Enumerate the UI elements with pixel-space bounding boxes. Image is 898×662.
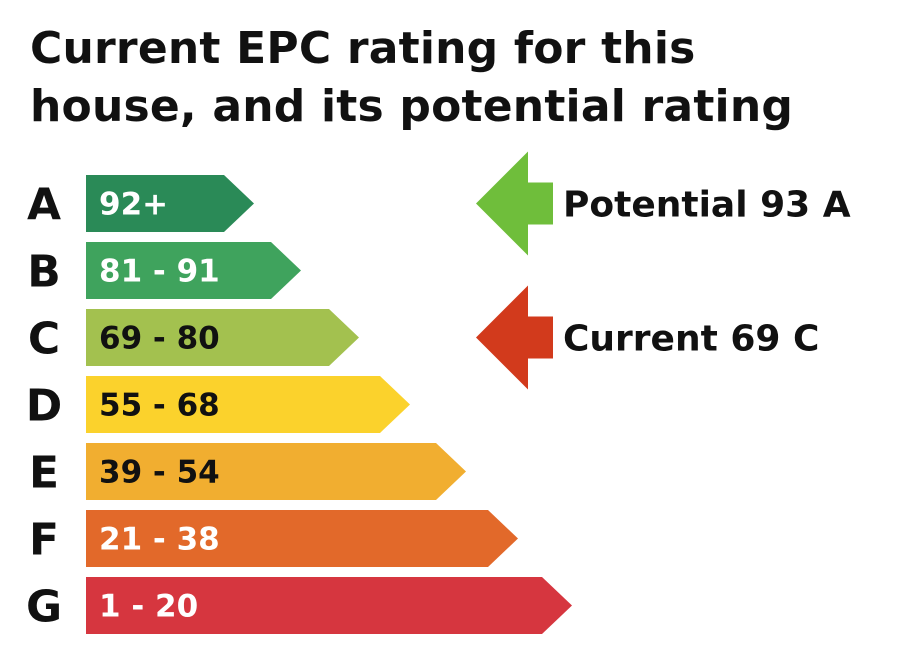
band-b: B 81 - 91 — [27, 242, 301, 299]
band-letter-f: F — [29, 515, 59, 566]
band-f: F 21 - 38 — [29, 510, 518, 567]
band-d: D 55 - 68 — [26, 376, 410, 433]
band-letter-d: D — [26, 381, 63, 432]
current-rating: Current 69 C — [476, 285, 819, 390]
current-rating-arrow — [476, 285, 553, 390]
chart-title: Current EPC rating for this house, and i… — [30, 20, 793, 136]
band-range-g: 1 - 20 — [99, 589, 198, 625]
band-e: E 39 - 54 — [29, 443, 466, 500]
band-range-b: 81 - 91 — [99, 254, 220, 290]
band-letter-a: A — [27, 180, 61, 231]
chart-title-line-1: Current EPC rating for this — [30, 23, 696, 74]
band-range-f: 21 - 38 — [99, 522, 220, 558]
potential-rating-label: Potential 93 A — [563, 185, 851, 226]
band-letter-b: B — [27, 247, 61, 298]
band-bar-a — [86, 175, 254, 232]
chart-title-line-2: house, and its potential rating — [30, 81, 794, 132]
band-bar-c — [86, 309, 359, 366]
band-bar-b — [86, 242, 301, 299]
current-rating-label: Current 69 C — [563, 319, 819, 360]
band-letter-c: C — [28, 314, 60, 365]
band-a: A 92+ — [27, 175, 254, 232]
potential-rating: Potential 93 A — [476, 151, 851, 256]
band-bar-e — [86, 443, 466, 500]
band-range-d: 55 - 68 — [99, 388, 220, 424]
band-range-c: 69 - 80 — [99, 321, 220, 357]
band-bar-d — [86, 376, 410, 433]
potential-rating-arrow — [476, 151, 553, 256]
band-c: C 69 - 80 — [28, 309, 359, 366]
band-letter-g: G — [26, 582, 62, 633]
band-range-e: 39 - 54 — [99, 455, 220, 491]
band-bar-f — [86, 510, 518, 567]
band-bar-g — [86, 577, 572, 634]
band-range-a: 92+ — [99, 187, 168, 223]
band-g: G 1 - 20 — [26, 577, 572, 634]
band-letter-e: E — [29, 448, 59, 499]
